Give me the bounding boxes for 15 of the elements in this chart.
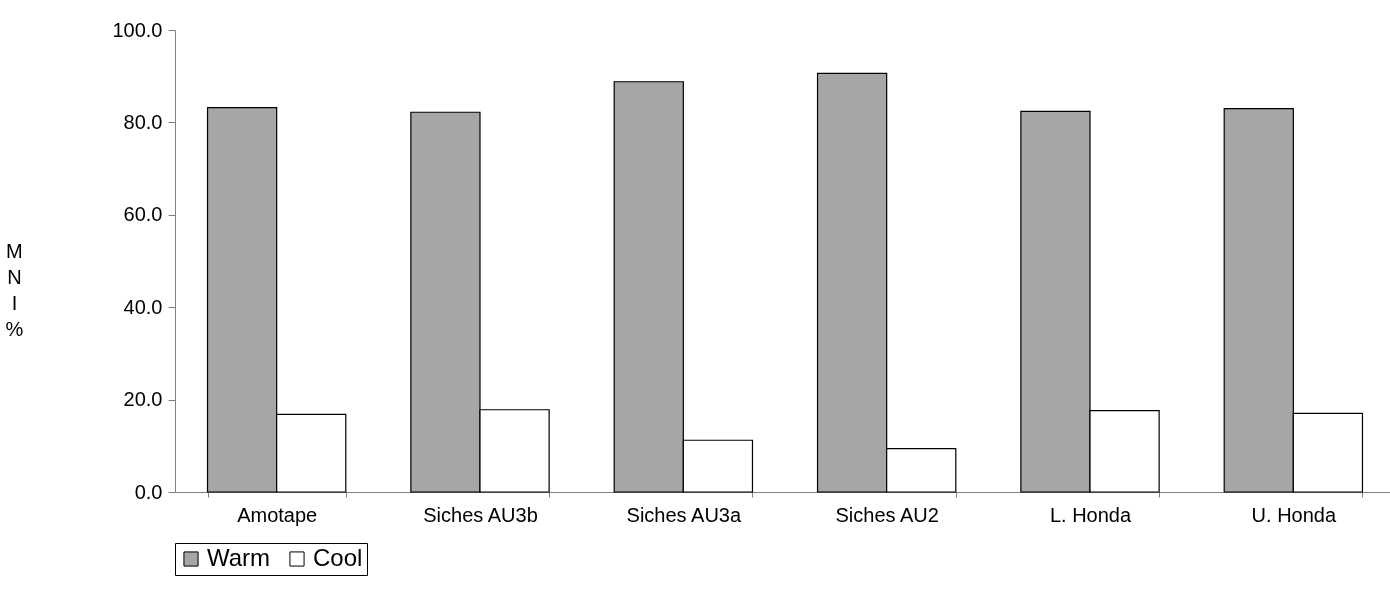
y-tick-label: 40.0	[123, 295, 163, 318]
x-tick-label: U. Honda	[1251, 503, 1337, 526]
y-axis-title: MNI%	[5, 239, 24, 340]
x-tick-label: L. Honda	[1049, 503, 1132, 526]
x-tick-label: Siches AU3b	[423, 503, 538, 526]
legend-label: Warm	[207, 544, 271, 571]
x-tick-label: Siches AU3a	[626, 503, 742, 526]
y-tick-label: 20.0	[123, 388, 163, 411]
x-tick-label: Siches AU2	[835, 503, 939, 526]
y-tick-label: 100.0	[112, 18, 163, 41]
x-tick-label: Amotape	[237, 503, 318, 526]
legend-label: Cool	[313, 544, 363, 571]
y-tick-label: 80.0	[123, 110, 163, 133]
y-tick-label: 0.0	[134, 480, 163, 503]
y-tick-label: 60.0	[123, 203, 163, 226]
